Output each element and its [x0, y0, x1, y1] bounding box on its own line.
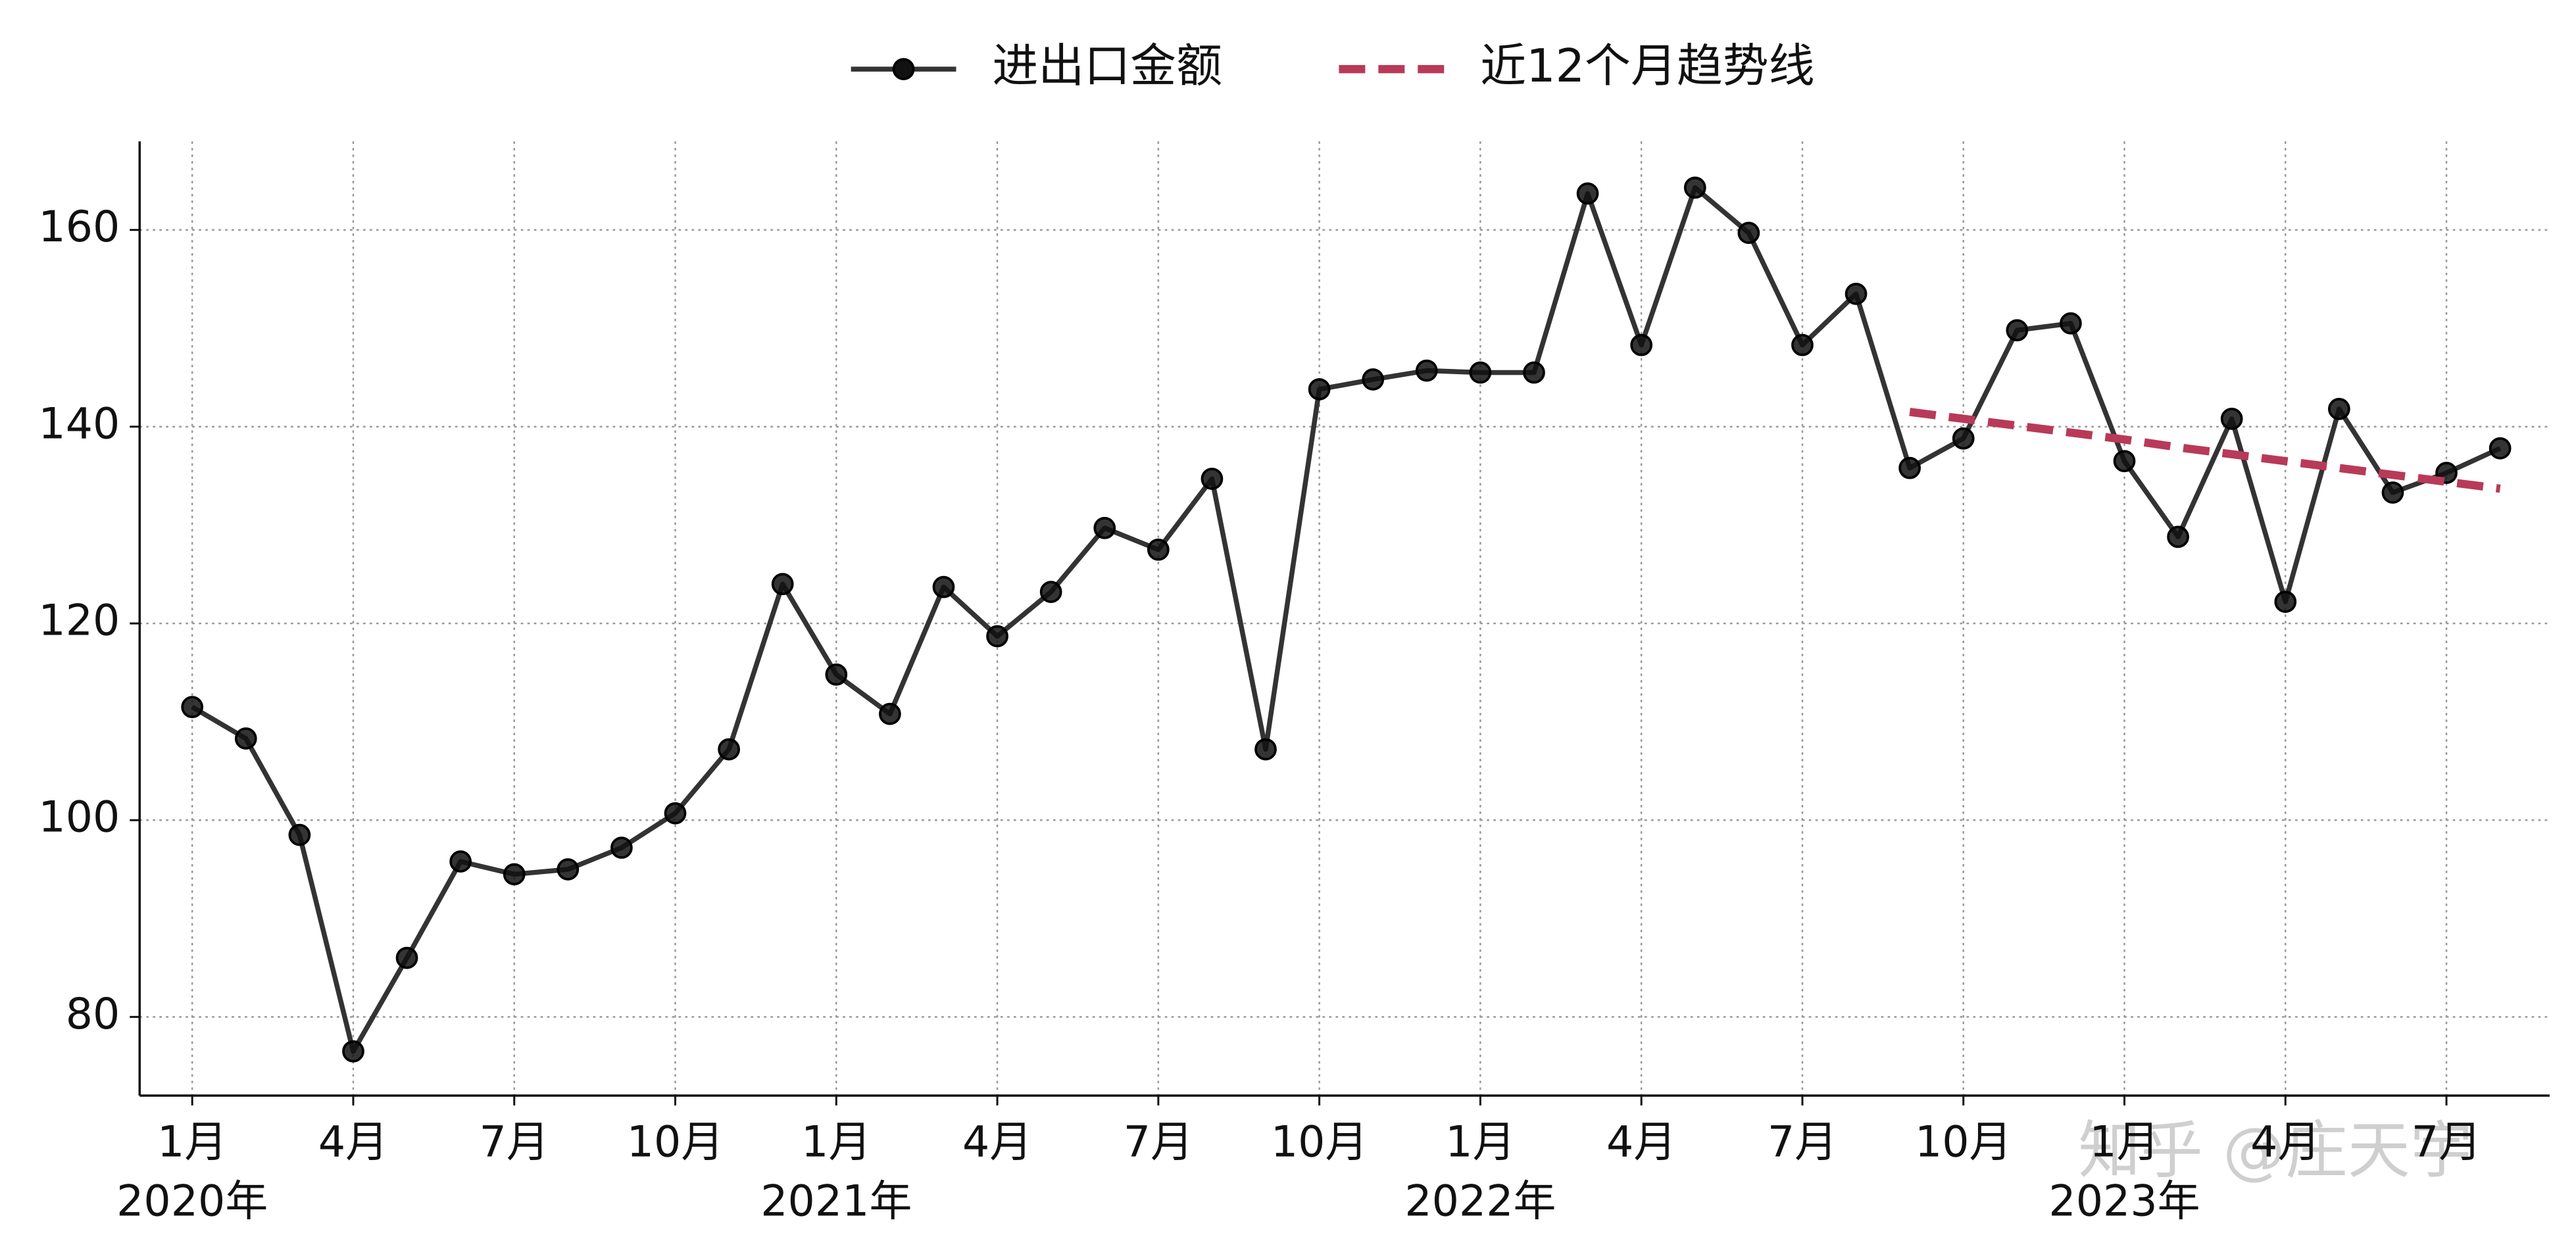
data-point [1523, 361, 1545, 384]
trend-line [1909, 408, 2501, 493]
data-point [1147, 538, 1170, 561]
data-point [1254, 738, 1277, 761]
data-point [825, 663, 848, 686]
data-point [1683, 176, 1706, 199]
data-point [2489, 437, 2512, 460]
legend-label: 近12个月趋势线 [1480, 39, 1814, 93]
y-tick-label: 140 [38, 399, 120, 448]
x-tick-label: 4月 [1606, 1118, 1676, 1167]
data-point [1415, 359, 1438, 382]
x-tick-label: 4月 [962, 1118, 1032, 1167]
y-tick-label: 80 [66, 990, 120, 1039]
data-point [342, 1040, 364, 1063]
data-point [557, 858, 580, 881]
data-point [1093, 517, 1116, 539]
data-point [1952, 427, 1975, 450]
y-tick-label: 120 [38, 596, 120, 646]
x-year-label: 2020年 [116, 1176, 268, 1226]
data-point [2328, 398, 2350, 420]
watermark: 知乎 @庄天宇 [2078, 1115, 2473, 1187]
x-year-label: 2022年 [1404, 1176, 1556, 1226]
x-tick-label: 7月 [480, 1118, 549, 1167]
data-point [771, 573, 794, 596]
x-tick-label: 7月 [2412, 1118, 2481, 1167]
data-point [1201, 468, 1224, 490]
data-point [2006, 319, 2029, 342]
data-point [1576, 182, 1599, 205]
x-tick-label: 10月 [1915, 1118, 2012, 1167]
x-tick-label: 7月 [1124, 1118, 1193, 1167]
data-point [1898, 456, 1921, 479]
data-point [2274, 591, 2297, 613]
data-point [1308, 378, 1331, 400]
data-point [610, 836, 633, 859]
data-point [932, 575, 955, 598]
data-point [879, 702, 901, 725]
x-tick-label: 10月 [1271, 1118, 1368, 1167]
data-point [1469, 361, 1492, 384]
data-point [395, 946, 418, 969]
data-point [2381, 481, 2404, 504]
x-tick-label: 1月 [157, 1118, 227, 1167]
data-point [1845, 283, 1868, 305]
y-tick-label: 160 [38, 203, 120, 252]
legend-label: 进出口金额 [992, 39, 1222, 93]
data-point [1039, 581, 1062, 603]
data-point [449, 850, 472, 873]
data-point [181, 696, 204, 719]
x-year-label: 2021年 [760, 1176, 912, 1226]
x-tick-label: 1月 [801, 1118, 871, 1167]
data-point [288, 823, 311, 846]
data-point [1630, 333, 1653, 356]
data-point [2220, 407, 2243, 430]
data-point [1737, 222, 1760, 244]
data-point [2167, 525, 2189, 548]
x-year-label: 2023年 [2048, 1176, 2200, 1226]
x-tick-label: 7月 [1768, 1118, 1837, 1167]
data-point [986, 625, 1008, 648]
x-tick-label: 4月 [318, 1118, 388, 1167]
x-tick-label: 1月 [1445, 1118, 1515, 1167]
data-point [664, 802, 687, 825]
data-point [2113, 450, 2136, 473]
x-tick-label: 10月 [627, 1118, 724, 1167]
data-point [1791, 333, 1814, 356]
data-point [1362, 368, 1385, 391]
x-tick-label: 4月 [2250, 1118, 2320, 1167]
data-line [191, 185, 2502, 1054]
data-point [718, 738, 740, 761]
data-point [503, 863, 526, 886]
data-point [234, 727, 257, 750]
legend-marker [892, 58, 915, 80]
x-tick-label: 1月 [2089, 1118, 2159, 1167]
y-tick-label: 100 [38, 793, 120, 842]
data-point [2060, 312, 2082, 335]
